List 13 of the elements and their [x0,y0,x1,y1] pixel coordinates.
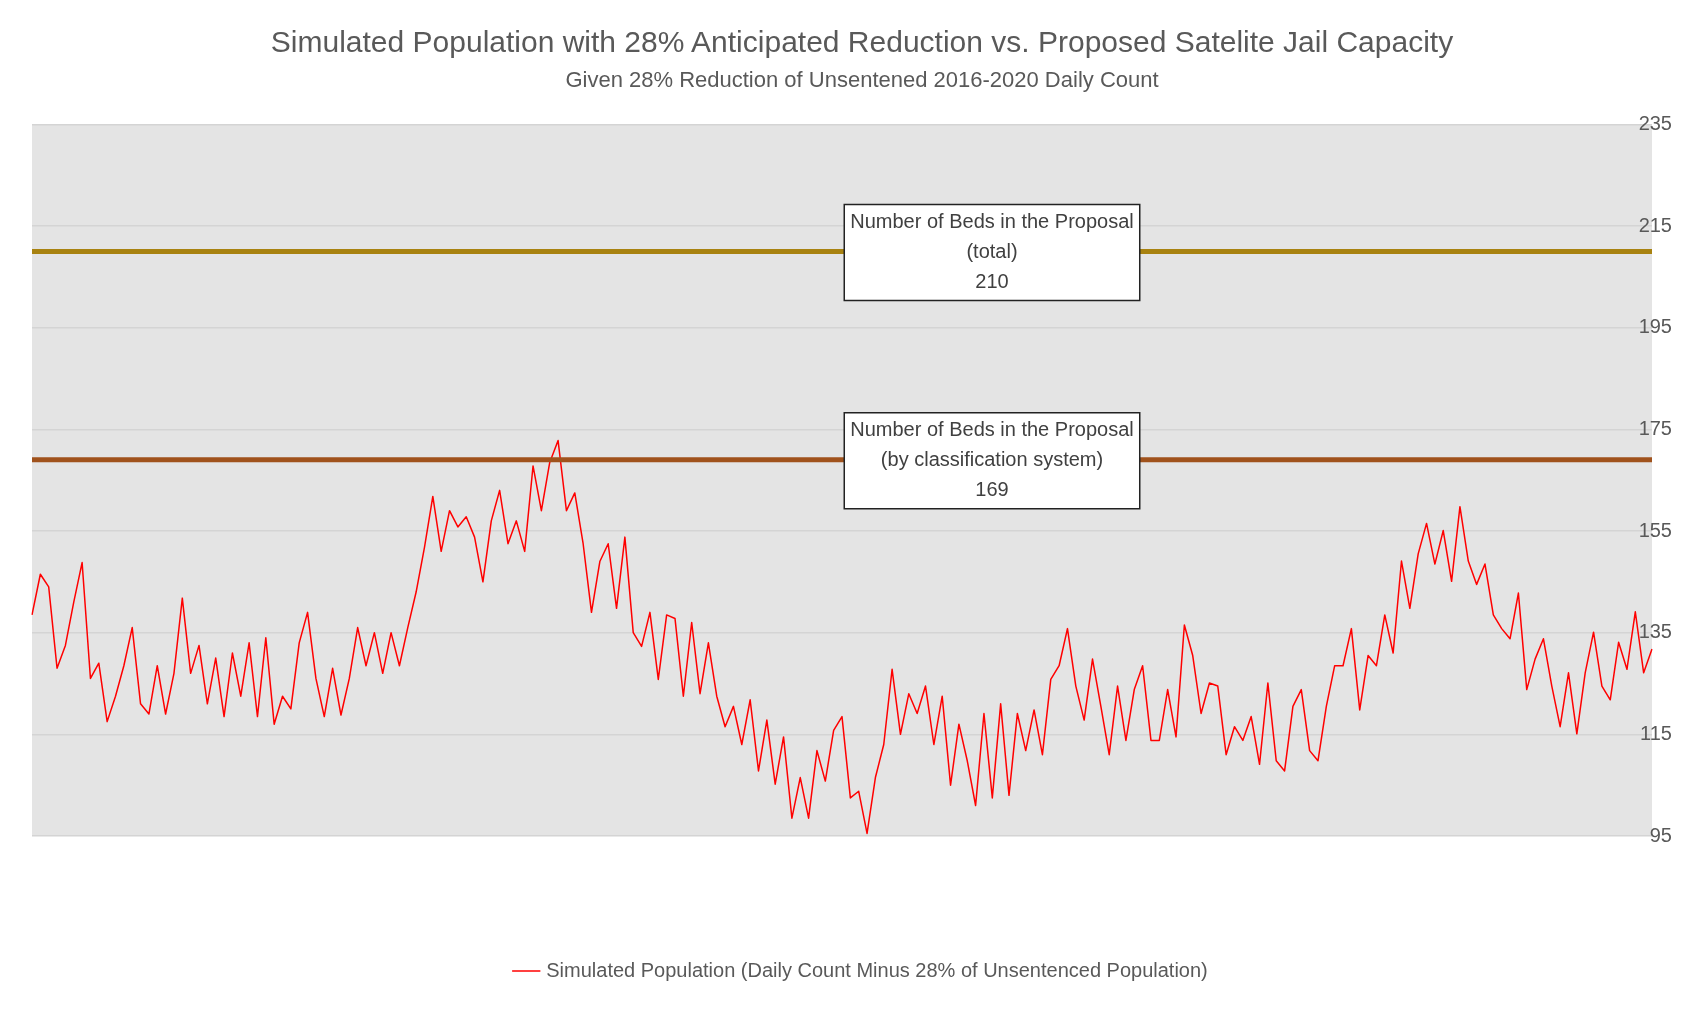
y-tick-label: 95 [1649,823,1672,846]
y-tick-label: 135 [1638,620,1672,643]
y-tick-label: 115 [1640,721,1672,744]
y-tick-label: 195 [1638,315,1672,338]
y-tick-label: 215 [1638,213,1672,236]
chart-title: Simulated Population with 28% Anticipated Reduction vs. Proposed Satelite Jail Capacity [270,25,1454,59]
y-tick-label: 175 [1638,416,1672,439]
ref-line-label: Number of Beds in the Proposal (by classification system) 169 [850,418,1134,501]
chart-subtitle: Given 28% Reduction of Unsentened 2016-2020 Daily Count [565,67,1159,93]
ref-line-label: Number of Beds in the Proposal (total) 210 [850,209,1134,292]
legend-label: Simulated Population (Daily Count Minus 28% of Unsentenced Population) [546,958,1208,981]
y-tick-label: 155 [1638,518,1672,541]
y-tick-label: 235 [1638,111,1672,134]
